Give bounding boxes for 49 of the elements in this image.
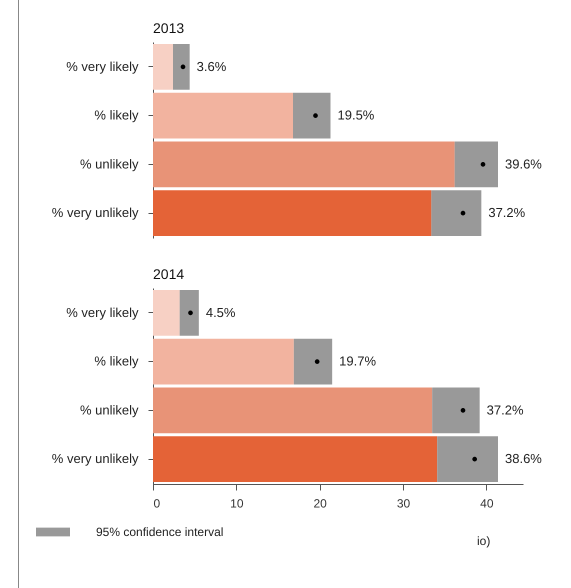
data-label: 19.7%: [339, 354, 376, 369]
y-tick-label: % very likely: [66, 304, 139, 320]
y-tick-label: % unlikely: [80, 402, 139, 418]
bar: [437, 436, 498, 482]
data-label: 3.6%: [196, 58, 227, 74]
point: [480, 162, 486, 167]
point: [313, 113, 318, 118]
text: io): [477, 534, 490, 548]
point: [188, 310, 193, 316]
x-tick-label: 10: [230, 496, 244, 510]
y-tick-label: % likely: [94, 108, 139, 123]
legend-label: 95% confidence interval: [96, 525, 224, 539]
data-label: 39.6%: [505, 156, 542, 172]
bar: [431, 190, 482, 236]
point: [472, 456, 478, 462]
y-tick-label: % very unlikely: [52, 205, 139, 220]
point: [460, 408, 466, 413]
data-label: 19.5%: [338, 108, 375, 123]
bar: [153, 290, 180, 336]
chart-title: 2013: [153, 20, 184, 36]
bar: [153, 190, 432, 236]
bar: [153, 436, 438, 482]
bar: [153, 338, 294, 385]
bar: [153, 92, 293, 139]
bar: [173, 44, 190, 90]
x-tick-label: 30: [396, 496, 410, 510]
bar: [294, 338, 332, 385]
data-label: 4.5%: [206, 304, 236, 320]
y-tick-label: % likely: [94, 354, 139, 369]
y-tick-label: % unlikely: [80, 156, 139, 172]
bar: [454, 141, 498, 188]
bar: [180, 290, 199, 336]
chart-title: 2014: [153, 266, 184, 282]
x-tick-label: 0: [154, 496, 160, 510]
y-tick-label: % very likely: [66, 58, 139, 74]
data-label: 37.2%: [486, 402, 524, 418]
y-tick-label: % very unlikely: [52, 451, 139, 466]
bar: [293, 92, 330, 139]
x-tick-label: 20: [313, 496, 328, 510]
data-label: 38.6%: [505, 451, 542, 466]
x-tick-label: 40: [480, 496, 494, 510]
point: [460, 210, 466, 216]
point: [180, 64, 186, 70]
bar: [432, 387, 480, 434]
bar: [153, 387, 432, 434]
bar: [153, 141, 455, 188]
data-label: 37.2%: [488, 205, 526, 220]
point: [314, 359, 320, 364]
bar: [153, 44, 173, 90]
